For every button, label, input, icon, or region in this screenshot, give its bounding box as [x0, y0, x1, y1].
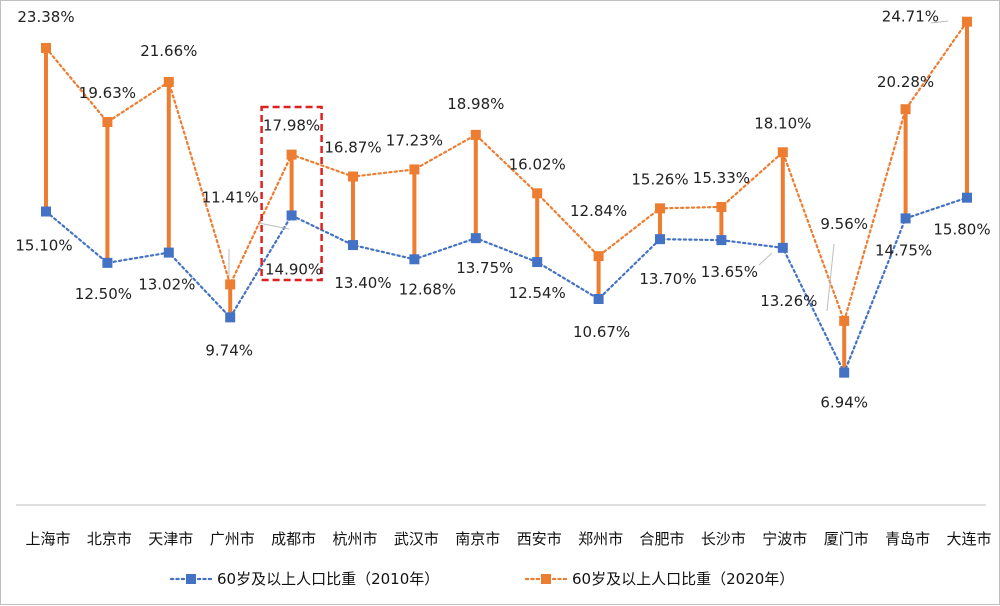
data-label-2010-16: 15.80%	[933, 221, 990, 239]
leader-line-2	[258, 222, 290, 230]
data-label-2010-13: 13.26%	[760, 292, 817, 310]
data-point-2020-6	[348, 171, 358, 182]
data-label-2020-7: 17.23%	[386, 131, 443, 149]
category-label-6: 杭州市	[332, 530, 377, 548]
data-label-2020-3: 21.66%	[140, 42, 197, 60]
data-label-2010-3: 13.02%	[138, 276, 195, 294]
data-point-2020-16	[962, 16, 972, 27]
data-label-2010-15: 14.75%	[875, 241, 932, 259]
data-label-2010-6: 13.40%	[334, 274, 391, 292]
data-point-2010-3	[163, 247, 174, 258]
data-label-2010-2: 12.50%	[75, 285, 132, 303]
data-point-2020-14	[839, 315, 850, 326]
highlight-box	[260, 105, 323, 282]
category-label-1: 上海市	[25, 530, 70, 548]
data-label-2010-8: 13.75%	[456, 259, 513, 277]
data-point-2020-15	[900, 104, 911, 115]
data-point-2020-8	[470, 129, 481, 140]
data-label-2010-7: 12.68%	[399, 280, 456, 298]
data-label-2020-9: 16.02%	[509, 155, 566, 173]
data-label-2020-4: 11.41%	[202, 188, 259, 206]
data-label-2010-14: 6.94%	[820, 394, 868, 412]
data-label-2010-12: 13.65%	[701, 263, 758, 281]
data-label-2020-16: 24.71%	[882, 8, 939, 26]
data-point-2020-12	[716, 201, 727, 212]
category-label-4: 广州市	[210, 530, 255, 548]
leader-line-3	[758, 252, 773, 266]
data-point-2010-15	[900, 213, 911, 224]
data-label-2020-13: 18.10%	[754, 114, 811, 132]
category-label-8: 南京市	[455, 530, 500, 548]
series-line-2020	[44, 20, 969, 325]
data-label-2010-1: 15.10%	[15, 237, 72, 255]
category-label-5: 成都市	[271, 530, 316, 548]
data-point-2010-11	[655, 234, 665, 245]
category-label-3: 天津市	[148, 530, 193, 548]
data-point-2010-5	[286, 210, 297, 221]
data-point-2010-4	[225, 312, 236, 323]
data-point-2010-12	[716, 235, 727, 246]
category-label-15: 青岛市	[885, 530, 930, 548]
category-label-13: 宁波市	[762, 530, 807, 548]
data-point-2010-7	[409, 254, 420, 265]
data-point-2010-8	[470, 233, 481, 244]
data-point-2010-1	[41, 206, 51, 217]
data-label-2020-6: 16.87%	[324, 139, 381, 157]
data-label-2020-15: 20.28%	[877, 73, 934, 91]
data-label-2020-12: 15.33%	[693, 169, 750, 187]
data-point-2020-7	[409, 164, 420, 175]
data-point-2020-11	[655, 203, 665, 214]
data-label-2020-14: 9.56%	[820, 215, 868, 233]
category-label-11: 合肥市	[639, 530, 684, 548]
data-point-2010-10	[593, 293, 604, 304]
data-point-2010-9	[532, 257, 543, 268]
leader-line-4	[826, 243, 835, 312]
data-point-2010-13	[777, 242, 788, 253]
data-label-2010-10: 10.67%	[573, 323, 630, 341]
category-label-14: 厦门市	[824, 530, 869, 548]
data-label-2020-2: 19.63%	[79, 84, 136, 102]
legend-swatch-marker	[541, 574, 551, 584]
data-label-2020-5: 17.98%	[263, 117, 320, 135]
data-point-2010-2	[102, 257, 113, 268]
legend-label: 60岁及以上人口比重（2020年）	[572, 570, 794, 588]
category-label-16: 大连市	[946, 530, 991, 548]
data-point-2020-9	[532, 188, 543, 199]
category-label-7: 武汉市	[394, 530, 439, 548]
data-label-2010-4: 9.74%	[205, 341, 253, 359]
data-point-2020-10	[593, 251, 604, 262]
data-label-2020-1: 23.38%	[17, 8, 74, 26]
data-label-2020-11: 15.26%	[631, 170, 688, 188]
category-label-10: 郑州市	[578, 530, 623, 548]
data-point-2020-2	[102, 117, 113, 128]
data-point-2010-16	[962, 192, 972, 203]
data-label-2020-10: 12.84%	[570, 202, 627, 220]
legend-item-2020: 60岁及以上人口比重（2020年）	[524, 570, 794, 588]
data-point-2020-13	[777, 147, 788, 158]
series-line-2010	[44, 196, 969, 376]
data-point-2020-3	[163, 76, 174, 87]
legend-label: 60岁及以上人口比重（2010年）	[217, 570, 439, 588]
leader-line-5	[930, 20, 949, 24]
data-label-2010-9: 12.54%	[509, 284, 566, 302]
category-label-12: 长沙市	[701, 530, 746, 548]
data-point-2010-6	[348, 240, 358, 251]
data-label-2010-11: 13.70%	[639, 270, 696, 288]
data-point-2020-4	[225, 279, 236, 290]
data-label-2010-5: 14.90%	[265, 260, 322, 278]
data-point-2020-1	[41, 42, 51, 53]
category-label-9: 西安市	[517, 530, 562, 548]
data-label-2020-8: 18.98%	[447, 95, 504, 113]
category-label-2: 北京市	[87, 530, 132, 548]
legend-item-2010: 60岁及以上人口比重（2010年）	[169, 570, 439, 588]
data-point-2010-14	[839, 367, 850, 378]
legend-swatch-marker	[186, 574, 196, 584]
data-point-2020-5	[286, 149, 297, 160]
